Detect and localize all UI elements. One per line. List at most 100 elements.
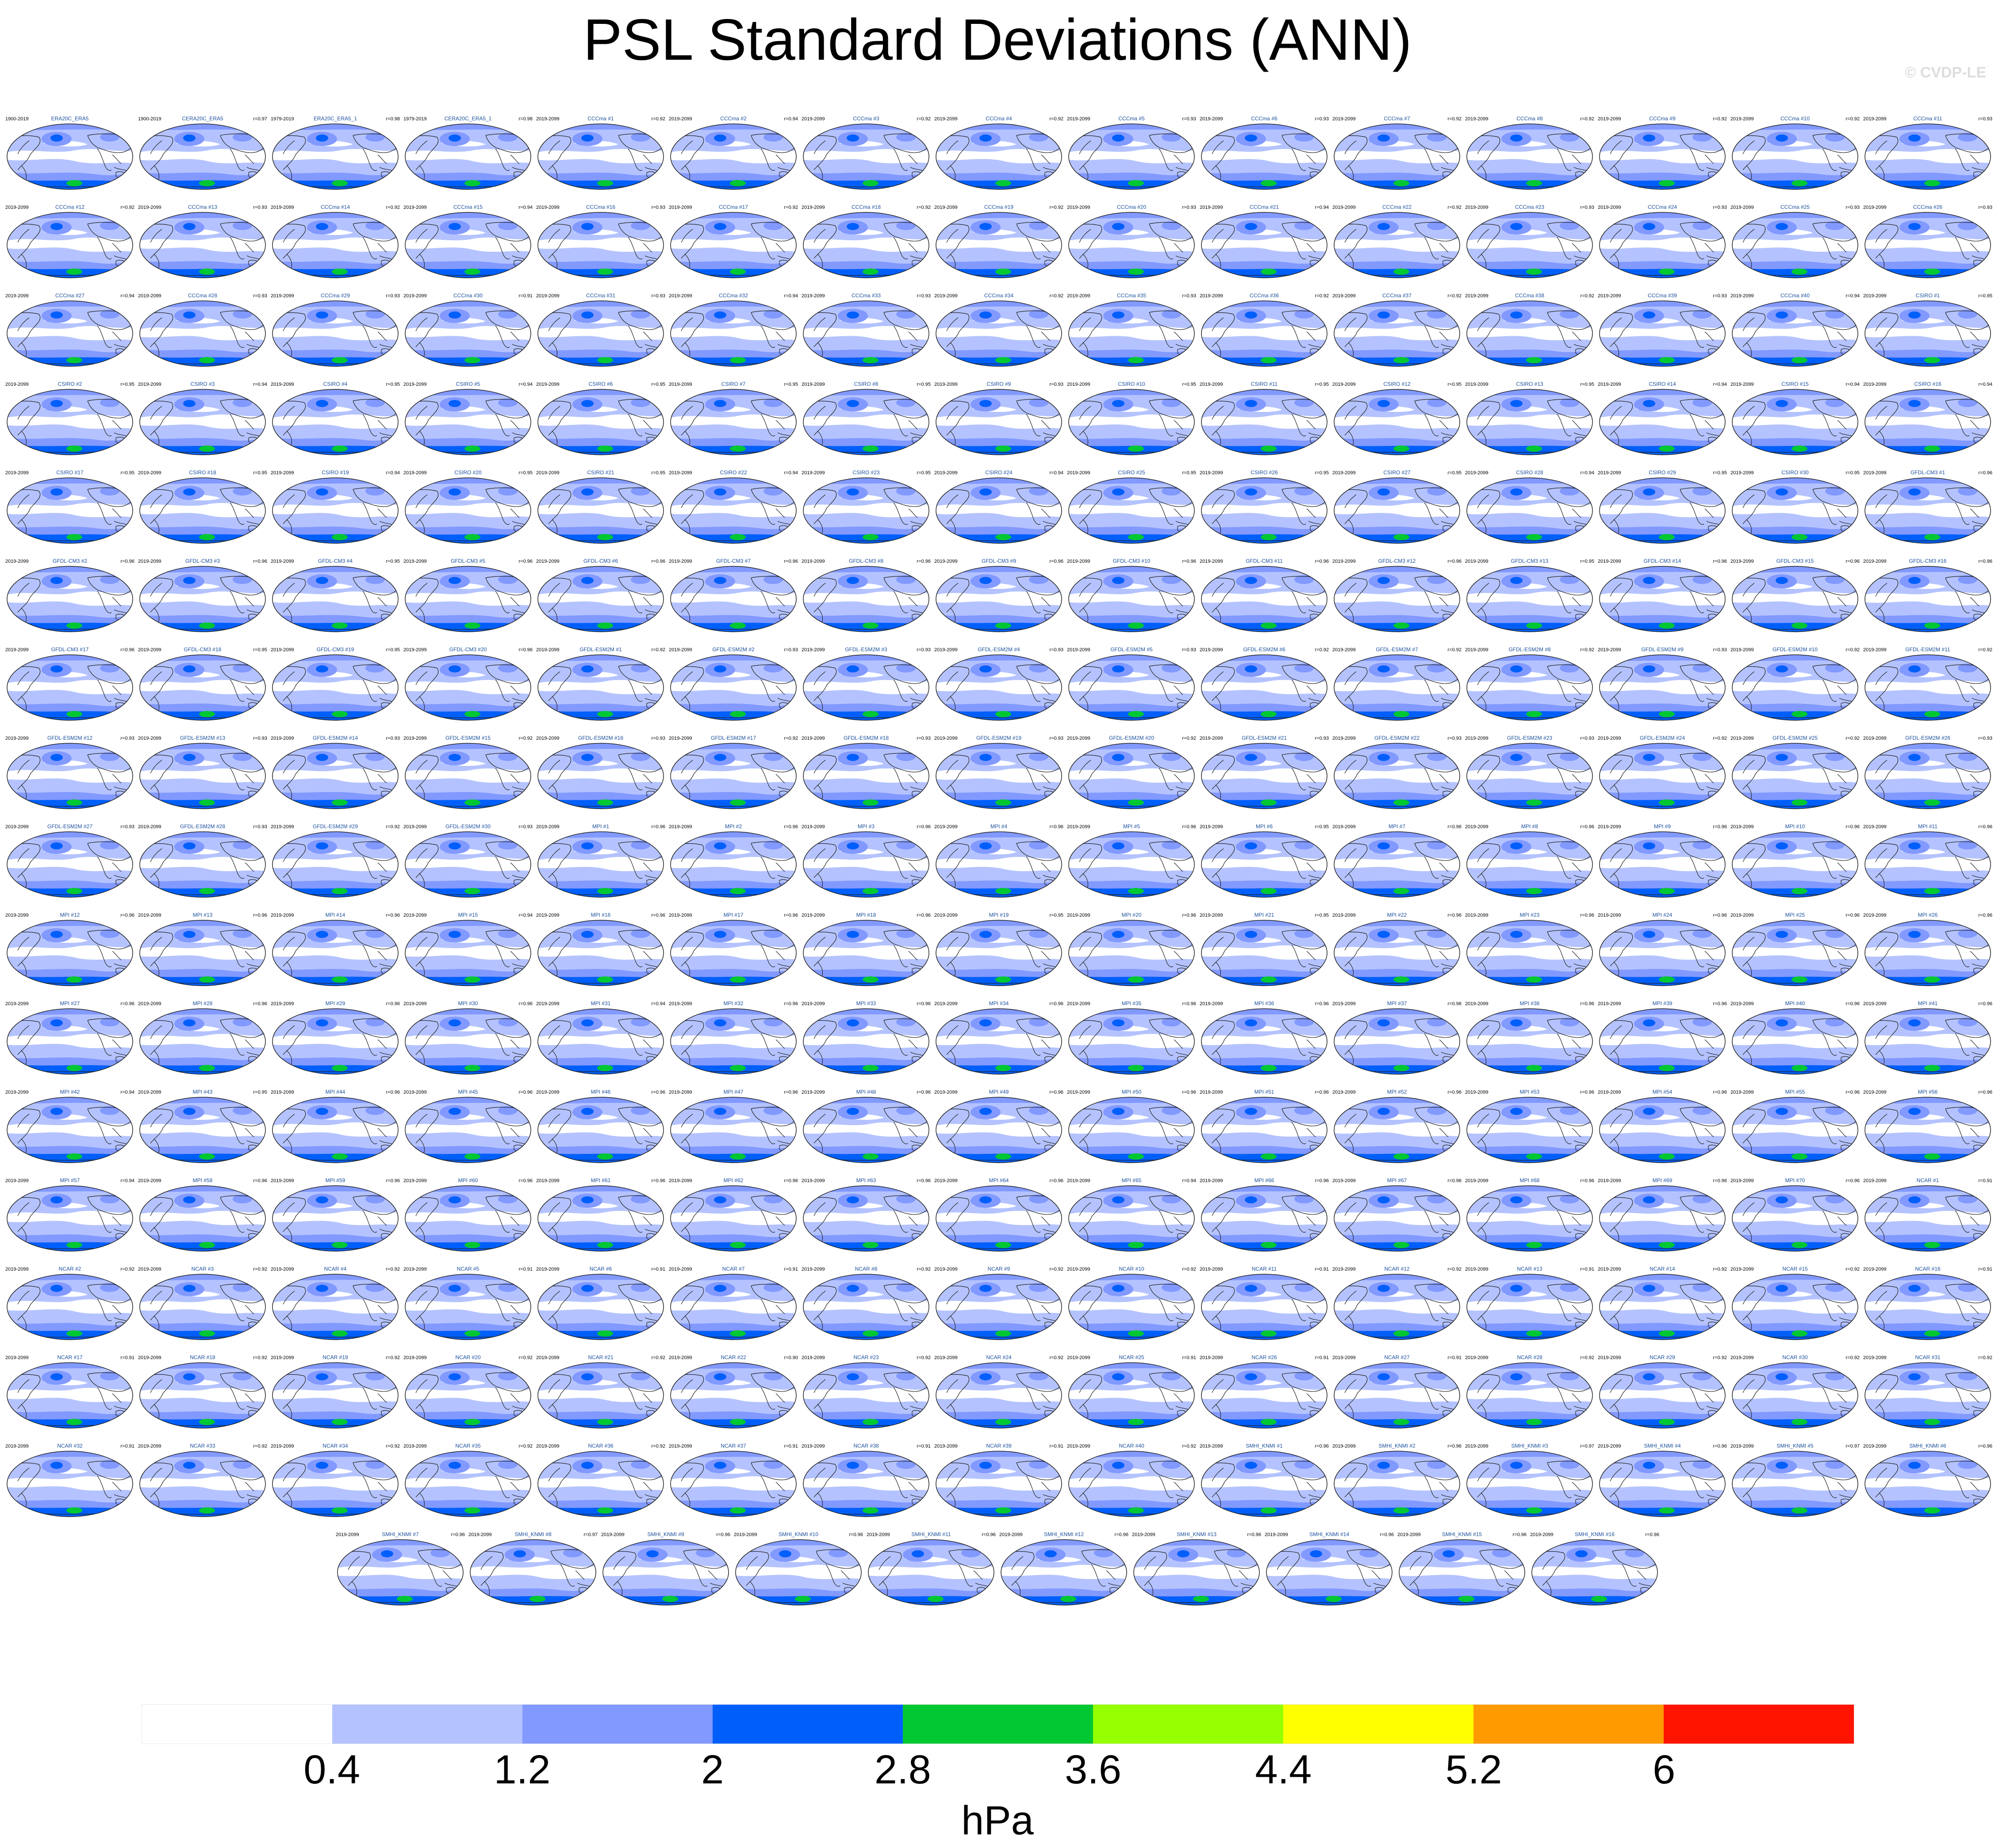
panel-corr: r=0.95 (519, 470, 533, 476)
panel-map (667, 210, 800, 280)
panel-title: CCCma #12 (55, 204, 84, 210)
panel-years: 2019-2099 (1332, 647, 1356, 653)
map-panel: 2019-2099 GFDL-CM3 #11 r=0.96 (1198, 558, 1331, 634)
panel-corr: r=0.94 (121, 1090, 135, 1095)
panel-map (1861, 210, 1994, 280)
panel-title: MPI #19 (989, 912, 1009, 918)
panel-map (1729, 652, 1861, 723)
panel-map (1861, 1272, 1994, 1342)
colorbar-swatch (1283, 1705, 1473, 1744)
panel-corr: r=0.95 (1448, 470, 1462, 476)
panel-corr: r=0.93 (1182, 647, 1197, 653)
panel-corr: r=0.96 (1846, 1178, 1860, 1183)
map-panel: 2019-2099 MPI #31 r=0.94 (534, 1000, 667, 1077)
panel-years: 2019-2099 (1067, 559, 1090, 564)
panel-years: 2019-2099 (934, 470, 958, 476)
panel-years: 2019-2099 (271, 647, 294, 653)
panel-map (1596, 1095, 1729, 1165)
panel-corr: r=0.92 (253, 1355, 268, 1360)
map-panel: 2019-2099 GFDL-CM3 #12 r=0.96 (1331, 558, 1463, 634)
panel-corr: r=0.94 (253, 382, 268, 387)
map-panel: 2019-2099 GFDL-CM3 #4 r=0.95 (269, 558, 402, 634)
panel-title: SMHI_KNMI #14 (1309, 1531, 1349, 1537)
map-panel: 2019-2099 GFDL-ESM2M #4 r=0.93 (932, 646, 1065, 723)
panel-corr: r=0.95 (1182, 470, 1197, 476)
panel-corr: r=0.96 (1979, 470, 1993, 476)
panel-corr: r=0.93 (917, 736, 931, 741)
map-panel: 2019-2099 CCCma #29 r=0.93 (269, 292, 402, 369)
map-panel: 2019-2099 SMHI_KNMI #8 r=0.97 (467, 1531, 599, 1608)
panel-corr: r=0.94 (1182, 1178, 1197, 1183)
panel-years: 2019-2099 (1598, 559, 1621, 564)
panel-title: GFDL-ESM2M #21 (1242, 735, 1287, 741)
panel-map (1596, 1448, 1729, 1519)
panel-corr: r=0.96 (1448, 824, 1462, 830)
panel-years: 2019-2099 (1332, 205, 1356, 210)
panel-title: CCCma #4 (986, 115, 1012, 122)
map-panel: 2019-2099 NCAR #5 r=0.91 (402, 1266, 534, 1342)
panel-years: 2019-2099 (1863, 1001, 1887, 1007)
map-panel: 2019-2099 CSIRO #9 r=0.93 (932, 381, 1065, 457)
panel-corr: r=0.92 (652, 647, 666, 653)
panel-map (667, 1272, 800, 1342)
panel-map (800, 1272, 932, 1342)
panel-map (1331, 652, 1463, 723)
panel-title: SMHI_KNMI #9 (647, 1531, 684, 1537)
panel-years: 2019-2099 (536, 647, 560, 653)
panel-map (1198, 121, 1331, 192)
map-panel: 2019-2099 CCCma #19 r=0.92 (932, 204, 1065, 280)
panel-years: 2019-2099 (669, 559, 692, 564)
panel-map (1596, 1006, 1729, 1077)
panel-corr: r=0.92 (1846, 1355, 1860, 1360)
panel-map (932, 1183, 1065, 1254)
panel-years: 2019-2099 (1200, 824, 1223, 830)
panel-corr: r=0.93 (121, 824, 135, 830)
panel-corr: r=0.92 (1050, 293, 1064, 299)
panel-map (1596, 121, 1729, 192)
map-panel: 2019-2099 GFDL-CM3 #7 r=0.96 (667, 558, 800, 634)
panel-map (800, 1448, 932, 1519)
panel-corr: r=0.96 (1315, 1178, 1329, 1183)
panel-corr: r=0.92 (917, 1267, 931, 1272)
panel-map (534, 918, 667, 988)
panel-years: 2019-2099 (403, 824, 427, 830)
panel-years: 2019-2099 (669, 1001, 692, 1007)
panel-title: SMHI_KNMI #8 (514, 1531, 552, 1537)
map-panel: 2019-2099 GFDL-CM3 #9 r=0.96 (932, 558, 1065, 634)
panel-title: MPI #59 (326, 1177, 345, 1183)
panel-years: 2019-2099 (271, 1355, 294, 1360)
map-panel: 2019-2099 CCCma #8 r=0.92 (1463, 115, 1596, 192)
panel-map (4, 475, 136, 546)
panel-corr: r=0.96 (386, 1178, 400, 1183)
map-panel: 2019-2099 CCCma #32 r=0.94 (667, 292, 800, 369)
panel-map (1463, 564, 1596, 634)
panel-corr: r=0.91 (519, 293, 533, 299)
panel-map (1463, 1272, 1596, 1342)
panel-title: MPI #29 (326, 1000, 345, 1007)
panel-map (1596, 652, 1729, 723)
panel-years: 2019-2099 (271, 1267, 294, 1272)
panel-map (800, 475, 932, 546)
panel-map (534, 1183, 667, 1254)
panel-map (1463, 298, 1596, 369)
panel-years: 2019-2099 (403, 293, 427, 299)
panel-years: 2019-2099 (669, 824, 692, 830)
panel-corr: r=0.95 (1315, 824, 1329, 830)
panel-corr: r=0.96 (1713, 1444, 1727, 1449)
panel-years: 2019-2099 (271, 1090, 294, 1095)
map-panel: 2019-2099 GFDL-CM3 #10 r=0.96 (1065, 558, 1198, 634)
map-panel: 2019-2099 CSIRO #26 r=0.95 (1198, 469, 1331, 546)
panel-years: 2019-2099 (934, 293, 958, 299)
map-panel: 2019-2099 MPI #26 r=0.96 (1861, 912, 1994, 988)
panel-map (1463, 652, 1596, 723)
panel-map (800, 298, 932, 369)
panel-years: 2019-2099 (1465, 824, 1489, 830)
panel-title: MPI #8 (1521, 823, 1538, 830)
panel-corr: r=0.92 (519, 1444, 533, 1449)
map-panel: 2019-2099 MPI #44 r=0.96 (269, 1089, 402, 1165)
panel-title: CCCma #25 (1780, 204, 1810, 210)
map-panel: 2019-2099 GFDL-CM3 #20 r=0.96 (402, 646, 534, 723)
panel-map (1729, 1272, 1861, 1342)
panel-years: 2019-2099 (536, 382, 560, 387)
map-panel: 2019-2099 CSIRO #7 r=0.95 (667, 381, 800, 457)
